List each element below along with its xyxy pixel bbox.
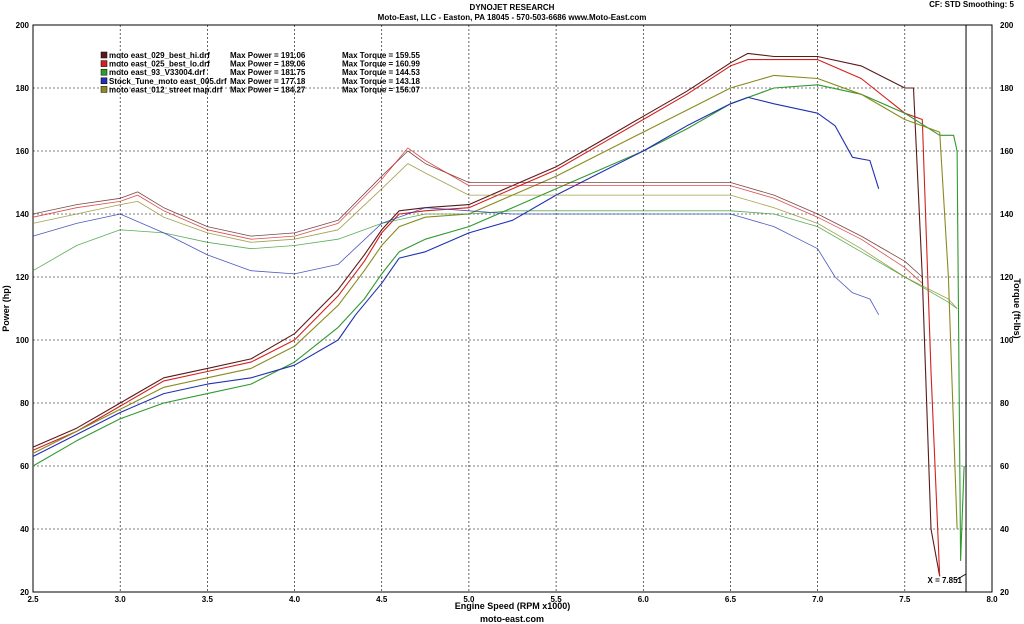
- x-tick-label: 3.0: [115, 595, 127, 604]
- legend-swatch: [100, 51, 108, 59]
- legend-max-torque: Max Torque = 156.07: [342, 85, 420, 94]
- y-tick-label-right: 200: [1000, 21, 1014, 30]
- cursor-pointer: [955, 573, 967, 581]
- x-axis-label: Engine Speed (RPM x1000): [455, 601, 571, 611]
- legend-max-power: Max Power = 189.06: [230, 60, 306, 69]
- y-tick-label-left: 180: [16, 84, 30, 93]
- y-axis-label-left: Power (hp): [1, 285, 11, 332]
- series-line-torque: [32, 147, 923, 284]
- x-tick-label: 4.5: [376, 595, 388, 604]
- y-tick-label-left: 80: [20, 399, 29, 408]
- x-tick-label: 3.5: [202, 595, 214, 604]
- settings-readout: CF: STD Smoothing: 5: [929, 0, 1014, 9]
- footer-url: moto-east.com: [479, 614, 544, 624]
- y-tick-label-left: 20: [20, 588, 29, 597]
- y-tick-label-left: 60: [20, 462, 29, 471]
- series-line-power: [32, 96, 880, 457]
- y-tick-label-right: 160: [1000, 147, 1014, 156]
- y-tick-label-right: 120: [1000, 273, 1014, 282]
- legend-swatch: [100, 60, 108, 67]
- x-tick-label: 5.0: [463, 595, 475, 604]
- y-tick-label-right: 80: [1000, 399, 1009, 408]
- x-tick-label: 6.5: [725, 595, 737, 604]
- y-tick-label-left: 40: [20, 525, 29, 534]
- plot-area: [32, 24, 993, 593]
- y-tick-label-left: 120: [16, 273, 30, 282]
- series-line-torque: [32, 210, 958, 309]
- y-tick-label-right: 140: [1000, 210, 1014, 219]
- x-tick-label: 8.0: [986, 595, 998, 604]
- x-tick-label: 5.5: [551, 595, 563, 604]
- x-tick-label: 6.0: [638, 595, 650, 604]
- x-tick-label: 7.0: [812, 595, 824, 604]
- series-line-power: [32, 52, 941, 577]
- y-tick-label-right: 20: [1000, 588, 1009, 597]
- legend-swatch: [100, 68, 108, 76]
- legend-max-power: Max Power = 184.27: [230, 85, 306, 94]
- y-tick-label-left: 160: [16, 147, 30, 156]
- legend-name: moto east_025_best_lo.drf: [109, 60, 210, 69]
- chart-subtitle: Moto-East, LLC - Easton, PA 18045 - 570-…: [377, 13, 647, 22]
- legend-max-torque: Max Torque = 143.18: [342, 77, 420, 86]
- x-tick-label: 4.0: [289, 595, 301, 604]
- series-line-torque: [32, 163, 958, 309]
- x-tick-label: 7.5: [899, 595, 911, 604]
- legend-name: moto east_93_V33004.drf: [109, 68, 205, 77]
- legend-name: moto east_029_best_hi.drf: [109, 51, 210, 60]
- legend-max-power: Max Power = 181.75: [230, 68, 306, 77]
- legend-name: moto east_012_street map.drf: [109, 85, 223, 94]
- series-line-power: [32, 84, 965, 562]
- legend-swatch: [100, 86, 108, 93]
- y-tick-label-left: 100: [16, 336, 30, 345]
- y-tick-label-right: 100: [1000, 336, 1014, 345]
- series-line-power: [32, 59, 941, 577]
- legend-max-power: Max Power = 191.06: [230, 51, 306, 60]
- legend-max-torque: Max Torque = 144.53: [342, 68, 420, 77]
- y-tick-label-right: 60: [1000, 462, 1009, 471]
- y-axis-label-right: Torque (ft-lbs): [1012, 278, 1022, 338]
- legend-swatch: [100, 77, 108, 85]
- y-tick-label-left: 140: [16, 210, 30, 219]
- legend-max-power: Max Power = 177.18: [230, 77, 306, 86]
- series-line-torque: [32, 207, 880, 315]
- chart-title: DYNOJET RESEARCH: [469, 3, 555, 12]
- x-tick-label: 2.5: [27, 595, 39, 604]
- legend-name: Stock_Tune_moto east_005.drf: [109, 77, 227, 86]
- cursor-label: X = 7.851: [928, 576, 963, 585]
- legend-max-torque: Max Torque = 160.99: [342, 60, 420, 69]
- series-line-power: [32, 74, 958, 530]
- legend-max-torque: Max Torque = 159.55: [342, 51, 420, 60]
- y-tick-label-right: 40: [1000, 525, 1009, 534]
- y-tick-label-left: 200: [16, 21, 30, 30]
- y-tick-label-right: 180: [1000, 84, 1014, 93]
